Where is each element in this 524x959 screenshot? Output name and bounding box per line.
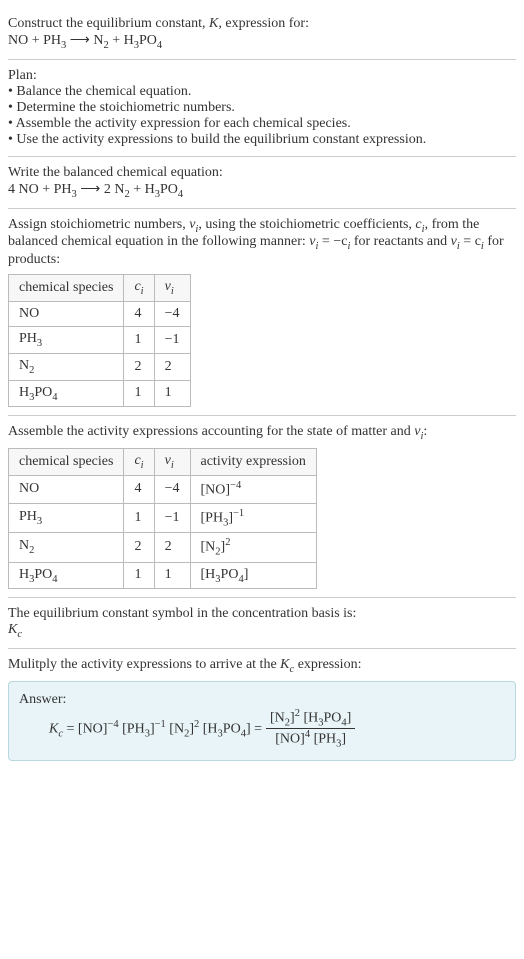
answer-box: Answer: Kc = [NO]−4 [PH3]−1 [N2]2 [H3PO4… bbox=[8, 681, 516, 761]
table-row: N222 bbox=[9, 353, 191, 380]
equation-unbalanced: NO + PH3 ⟶ N2 + H3PO4 bbox=[8, 33, 162, 48]
final-title: Mulitply the activity expressions to arr… bbox=[8, 657, 516, 675]
col-activity: activity expression bbox=[190, 449, 316, 476]
col-nu: νi bbox=[154, 275, 190, 302]
plan-bullet: • Use the activity expressions to build … bbox=[8, 132, 516, 148]
activity-title: Assemble the activity expressions accoun… bbox=[8, 424, 516, 442]
table-row: H3PO411[H3PO4] bbox=[9, 562, 317, 589]
col-nu: νi bbox=[154, 449, 190, 476]
intro-text-b: , expression for: bbox=[218, 16, 309, 31]
table-row: NO4−4 bbox=[9, 301, 191, 326]
stoich-section: Assign stoichiometric numbers, νi, using… bbox=[8, 209, 516, 417]
table-row: N222[N2]2 bbox=[9, 533, 317, 562]
plan-title: Plan: bbox=[8, 68, 516, 84]
final-section: Mulitply the activity expressions to arr… bbox=[8, 649, 516, 769]
basis-section: The equilibrium constant symbol in the c… bbox=[8, 598, 516, 649]
table-row: NO4−4[NO]−4 bbox=[9, 475, 317, 503]
intro-text: Construct the equilibrium constant, bbox=[8, 16, 209, 31]
activity-table: chemical species ci νi activity expressi… bbox=[8, 448, 317, 589]
balanced-section: Write the balanced chemical equation: 4 … bbox=[8, 157, 516, 209]
plan-bullet: • Balance the chemical equation. bbox=[8, 84, 516, 100]
equation-balanced: 4 NO + PH3 ⟶ 2 N2 + H3PO4 bbox=[8, 182, 183, 197]
kc-symbol: Kc bbox=[8, 622, 516, 640]
col-ci: ci bbox=[124, 275, 154, 302]
table-row: H3PO411 bbox=[9, 380, 191, 407]
kc-expression: Kc = [NO]−4 [PH3]−1 [N2]2 [H3PO4] = [N2]… bbox=[49, 708, 505, 750]
table-row: PH31−1 bbox=[9, 326, 191, 353]
k-symbol: K bbox=[209, 16, 218, 31]
table-header-row: chemical species ci νi bbox=[9, 275, 191, 302]
stoich-table: chemical species ci νi NO4−4 PH31−1 N222… bbox=[8, 274, 191, 407]
table-row: PH31−1[PH3]−1 bbox=[9, 503, 317, 532]
plan-bullet: • Determine the stoichiometric numbers. bbox=[8, 100, 516, 116]
col-ci: ci bbox=[124, 449, 154, 476]
activity-section: Assemble the activity expressions accoun… bbox=[8, 416, 516, 598]
col-species: chemical species bbox=[9, 275, 124, 302]
balanced-title: Write the balanced chemical equation: bbox=[8, 165, 516, 181]
answer-label: Answer: bbox=[19, 692, 505, 708]
denominator: [NO]4 [PH3] bbox=[266, 729, 355, 749]
plan-section: Plan: • Balance the chemical equation. •… bbox=[8, 60, 516, 157]
basis-text: The equilibrium constant symbol in the c… bbox=[8, 606, 516, 622]
numerator: [N2]2 [H3PO4] bbox=[266, 708, 355, 729]
intro-section: Construct the equilibrium constant, K, e… bbox=[8, 8, 516, 60]
table-header-row: chemical species ci νi activity expressi… bbox=[9, 449, 317, 476]
plan-bullet: • Assemble the activity expression for e… bbox=[8, 116, 516, 132]
stoich-text: Assign stoichiometric numbers, νi, using… bbox=[8, 217, 516, 269]
fraction: [N2]2 [H3PO4] [NO]4 [PH3] bbox=[266, 708, 355, 750]
col-species: chemical species bbox=[9, 449, 124, 476]
